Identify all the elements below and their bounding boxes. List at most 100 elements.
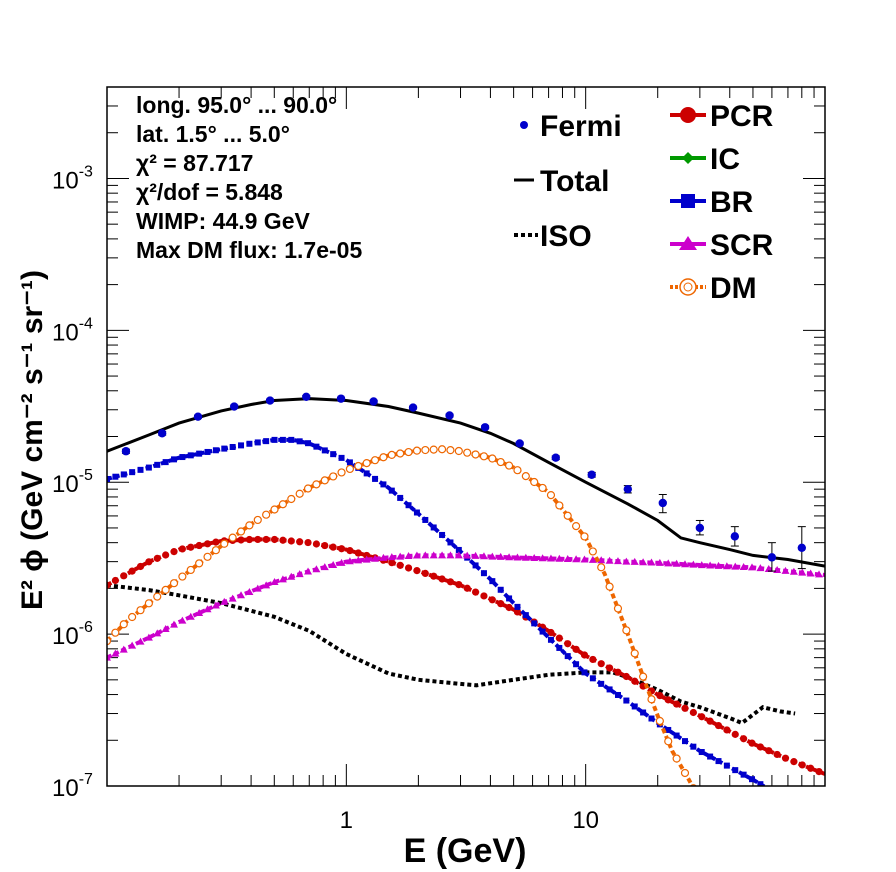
marker-scr	[722, 562, 731, 570]
marker-scr	[572, 555, 581, 563]
marker-dm	[421, 445, 430, 455]
marker-pcr	[237, 536, 245, 544]
fermi-point	[515, 439, 524, 448]
marker-pcr	[421, 569, 429, 577]
marker-pcr	[480, 592, 488, 600]
marker-scr	[371, 554, 380, 562]
marker-br	[749, 776, 756, 783]
fermi-point	[767, 553, 777, 562]
marker-dm	[303, 484, 313, 493]
legend-marker-ic	[682, 152, 694, 164]
marker-scr	[136, 637, 145, 645]
marker-dm	[555, 501, 564, 510]
info-line: Max DM flux: 1.7e-05	[136, 237, 362, 263]
marker-scr	[815, 570, 824, 578]
marker-scr	[521, 553, 530, 561]
marker-dm	[195, 559, 204, 568]
marker-pcr	[128, 567, 136, 575]
marker-dm	[220, 539, 229, 548]
marker-scr	[639, 558, 648, 566]
marker-pcr	[287, 537, 295, 545]
marker-br	[254, 439, 261, 446]
marker-dm	[111, 628, 120, 637]
marker-scr	[220, 597, 229, 605]
marker-dm	[538, 483, 547, 493]
marker-pcr	[446, 578, 455, 586]
marker-br	[162, 459, 169, 466]
marker-dm	[437, 445, 447, 454]
marker-br	[698, 749, 705, 756]
marker-pcr	[706, 717, 714, 725]
marker-dm	[337, 468, 346, 477]
marker-pcr	[279, 536, 287, 544]
marker-pcr	[547, 628, 555, 637]
marker-dm	[211, 546, 220, 555]
marker-dm	[454, 446, 463, 456]
marker-scr	[781, 566, 790, 574]
fermi-point	[551, 453, 560, 462]
marker-pcr	[580, 651, 589, 659]
marker-scr	[513, 553, 522, 561]
marker-scr	[412, 551, 421, 559]
legend-label-fermi: Fermi	[540, 110, 622, 143]
marker-dm	[521, 472, 530, 481]
marker-dm	[236, 527, 246, 536]
marker-pcr	[337, 545, 346, 553]
marker-scr	[387, 553, 396, 561]
marker-scr	[178, 616, 187, 624]
marker-br	[380, 481, 387, 488]
marker-pcr	[170, 548, 178, 556]
marker-br	[497, 586, 504, 593]
marker-scr	[211, 601, 220, 609]
fermi-point	[480, 423, 490, 432]
marker-br	[246, 440, 253, 447]
marker-pcr	[497, 600, 505, 608]
marker-dm	[345, 464, 355, 474]
legend-label-total: Total	[540, 165, 609, 198]
marker-scr	[789, 567, 798, 575]
marker-dm	[588, 547, 597, 556]
marker-br	[707, 753, 714, 760]
marker-scr	[588, 555, 597, 563]
fermi-point	[730, 532, 740, 541]
marker-pcr	[756, 743, 764, 751]
marker-br	[187, 452, 194, 459]
marker-dm	[563, 511, 572, 520]
marker-dm	[161, 585, 170, 595]
marker-scr	[438, 551, 447, 559]
info-box: long. 95.0° ... 90.0° lat. 1.5° ... 5.0° χ…	[136, 92, 362, 263]
marker-scr	[496, 552, 505, 560]
marker-br	[648, 715, 655, 722]
marker-scr	[421, 551, 430, 559]
marker-pcr	[773, 750, 781, 759]
marker-pcr	[178, 545, 186, 553]
marker-dm	[647, 695, 656, 704]
fermi-point	[658, 498, 667, 508]
marker-br	[137, 466, 144, 473]
marker-scr	[748, 563, 757, 571]
marker-dm	[228, 533, 237, 542]
marker-dm	[664, 737, 673, 746]
marker-br	[606, 686, 613, 693]
marker-dm	[178, 572, 187, 581]
marker-dm	[546, 490, 556, 500]
marker-pcr	[740, 735, 748, 743]
marker-dm	[580, 532, 589, 541]
marker-scr	[320, 563, 329, 571]
marker-br	[732, 767, 739, 774]
y-tick-exponent: -5	[79, 467, 93, 484]
marker-br	[388, 487, 395, 494]
marker-dm	[488, 454, 497, 463]
marker-br	[589, 675, 596, 682]
marker-pcr	[212, 538, 220, 546]
fermi-point	[623, 484, 633, 494]
marker-scr	[228, 594, 237, 602]
marker-br	[480, 570, 487, 577]
marker-scr	[119, 645, 128, 653]
marker-pcr	[396, 561, 404, 569]
marker-scr	[278, 575, 287, 583]
marker-scr	[379, 553, 388, 561]
fermi-point	[408, 403, 418, 412]
marker-br	[598, 680, 605, 687]
marker-scr	[689, 560, 698, 568]
